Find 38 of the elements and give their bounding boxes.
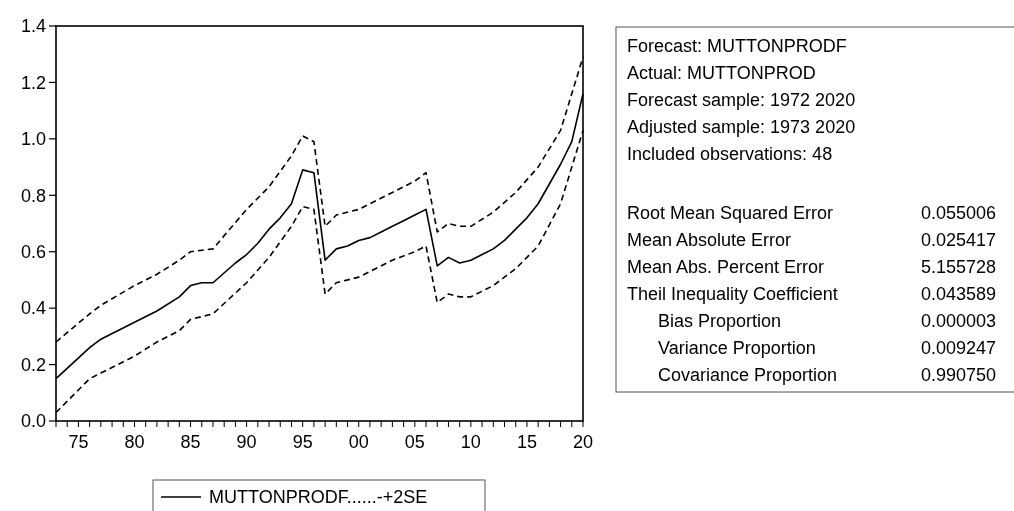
text: 0.009247 — [921, 338, 997, 358]
x-tick-label: 95 — [292, 432, 313, 452]
text: 0.000003 — [921, 311, 997, 331]
y-tick-label: 0.4 — [20, 298, 46, 319]
x-tick-label: 75 — [68, 432, 89, 452]
text: Variance Proportion — [658, 338, 816, 358]
text: Covariance Proportion — [658, 365, 838, 385]
x-tick-label: 05 — [404, 432, 425, 452]
y-tick-label: 0.0 — [20, 411, 46, 432]
y-tick-label: 0.8 — [20, 185, 46, 206]
x-tick-label: 15 — [516, 432, 537, 452]
y-tick-label: 0.6 — [20, 242, 46, 263]
text: 5.155728 — [921, 257, 997, 277]
text: Root Mean Squared Error — [627, 203, 834, 223]
text: Included observations: 48 — [627, 144, 833, 164]
text: 0.025417 — [921, 230, 997, 250]
legend-label: MUTTONPRODF......-+2SE — [209, 487, 428, 508]
text: Mean Absolute Error — [627, 230, 792, 250]
x-tick-label: 20 — [572, 432, 594, 452]
y-tick-label: 1.4 — [20, 16, 46, 37]
x-tick-label: 00 — [348, 432, 369, 452]
text: Mean Abs. Percent Error — [627, 257, 825, 277]
text: 0.043589 — [921, 284, 997, 304]
text: Bias Proportion — [658, 311, 782, 331]
x-tick-label: 90 — [236, 432, 257, 452]
x-tick-label: 10 — [460, 432, 481, 452]
text: Forecast: MUTTONPRODF — [627, 36, 847, 56]
text: Actual: MUTTONPROD — [627, 63, 816, 83]
text: 0.055006 — [921, 203, 997, 223]
text: 0.990750 — [921, 365, 997, 385]
x-tick-label: 85 — [180, 432, 201, 452]
text: Theil Inequality Coefficient — [627, 284, 838, 304]
y-tick-label: 0.2 — [20, 354, 46, 375]
y-tick-label: 1.2 — [20, 72, 46, 93]
text: Forecast sample: 1972 2020 — [627, 90, 856, 110]
x-tick-label: 80 — [124, 432, 145, 452]
y-tick-label: 1.0 — [20, 129, 46, 150]
text: Adjusted sample: 1973 2020 — [627, 117, 856, 137]
